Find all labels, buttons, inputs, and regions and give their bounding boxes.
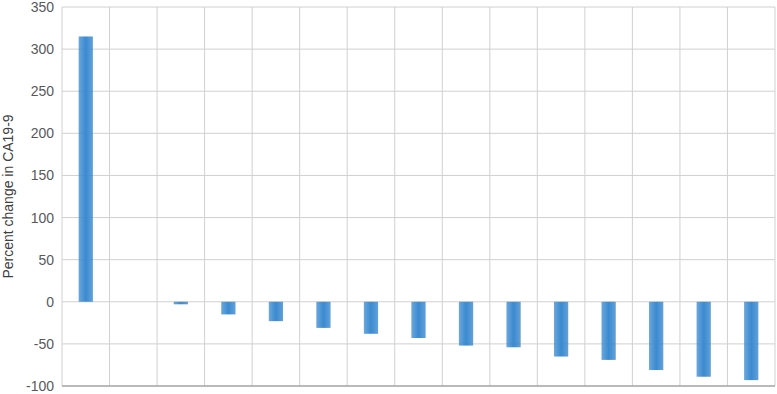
category-grid-line	[442, 7, 443, 386]
category-grid-line	[489, 7, 490, 386]
bars	[79, 36, 759, 380]
bar	[221, 302, 235, 315]
y-tick-label: 150	[31, 167, 55, 183]
category-grid-line	[299, 7, 300, 386]
y-tick-label: -50	[34, 336, 54, 352]
y-tick-label: -100	[26, 378, 54, 394]
grid-line	[62, 259, 775, 260]
y-tick-label: 350	[31, 0, 55, 15]
category-grid-line	[727, 7, 728, 386]
category-grid-line	[537, 7, 538, 386]
bar	[744, 302, 758, 380]
y-tick-label: 100	[31, 210, 55, 226]
bar	[316, 302, 330, 328]
grid-line	[62, 343, 775, 344]
category-grid-line	[775, 7, 776, 386]
y-tick-label: 200	[31, 125, 55, 141]
category-grid-line	[679, 7, 680, 386]
bar	[174, 302, 188, 305]
y-tick-label: 0	[46, 294, 54, 310]
grid-line	[62, 217, 775, 218]
grid-line	[62, 133, 775, 134]
grid-line	[62, 91, 775, 92]
grid-line	[62, 175, 775, 176]
bar	[411, 302, 425, 338]
x-axis-line	[62, 386, 775, 387]
bar	[649, 302, 663, 370]
category-grid-line	[632, 7, 633, 386]
category-grid-line	[347, 7, 348, 386]
grid-line	[62, 49, 775, 50]
category-grid-line	[109, 7, 110, 386]
category-grid-line	[394, 7, 395, 386]
bar	[364, 302, 378, 334]
bar	[697, 302, 711, 377]
bar	[554, 302, 568, 357]
y-axis-title: Percent change in CA19-9	[0, 114, 16, 278]
y-tick-label: 50	[38, 252, 54, 268]
grid-line	[62, 7, 775, 8]
category-grid-line	[157, 7, 158, 386]
bar	[126, 301, 140, 302]
category-grid-line	[252, 7, 253, 386]
y-tick-label: 250	[31, 83, 55, 99]
grid-line	[62, 386, 775, 387]
bar	[269, 302, 283, 321]
bar	[459, 302, 473, 346]
bar	[602, 302, 616, 360]
category-grid-line	[584, 7, 585, 386]
bar	[506, 302, 520, 347]
bar	[79, 36, 93, 301]
y-tick-label: 300	[31, 41, 55, 57]
category-grid-line	[62, 7, 63, 386]
category-grid-line	[204, 7, 205, 386]
chart: -100 -50 0 50 100 150 200 250 300 350 Percent chan…	[0, 0, 777, 394]
